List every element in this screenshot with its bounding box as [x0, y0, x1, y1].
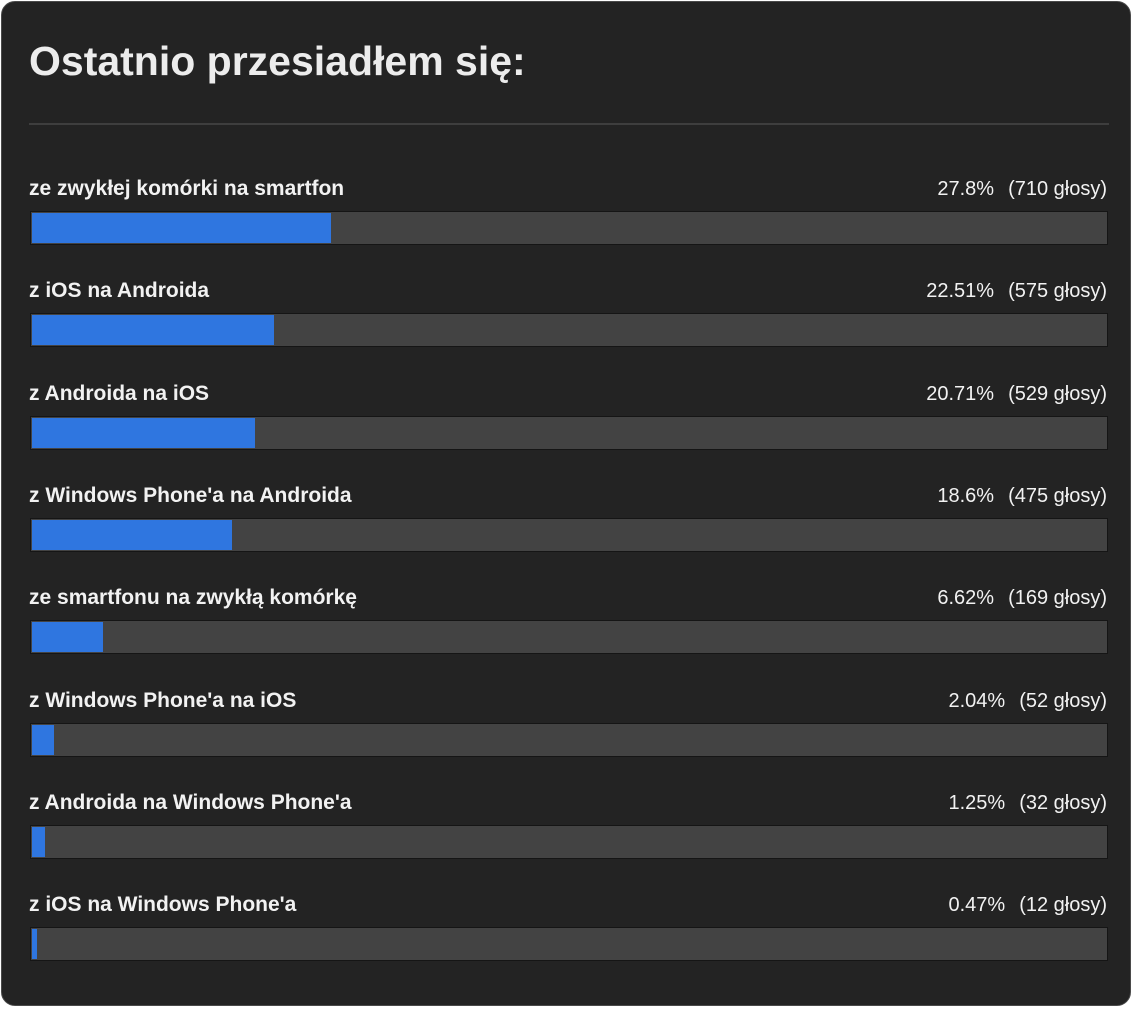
- option-label: z Windows Phone'a na iOS: [29, 688, 297, 712]
- result-text: 1.25% (32 głosy): [948, 792, 1107, 815]
- percent-label: 22.51%: [926, 280, 995, 303]
- bar-track: [30, 415, 1108, 450]
- option-label: z iOS na Windows Phone'a: [29, 893, 297, 917]
- percent-label: 6.62%: [937, 587, 995, 610]
- result-text: 20.71% (529 głosy): [926, 383, 1107, 406]
- result-text: 18.6% (475 głosy): [937, 485, 1107, 508]
- bar-track: [30, 313, 1108, 348]
- poll-title: Ostatnio przesiadłem się:: [29, 38, 526, 84]
- option-label: z iOS na Androida: [29, 279, 210, 303]
- result-text: 2.04% (52 głosy): [948, 690, 1107, 713]
- bar-track: [30, 722, 1108, 757]
- bar-track: [30, 824, 1108, 859]
- bar: [32, 213, 332, 243]
- bar: [32, 724, 54, 755]
- result-text: 6.62% (169 głosy): [937, 587, 1107, 610]
- vote-count: (12 głosy): [1019, 894, 1107, 917]
- vote-count: (575 głosy): [1008, 280, 1107, 303]
- separator: [29, 123, 1109, 125]
- bar-track: [30, 211, 1108, 245]
- percent-label: 18.6%: [937, 484, 995, 507]
- percent-label: 20.71%: [926, 382, 995, 405]
- bar: [32, 315, 275, 346]
- bar: [32, 519, 233, 550]
- option-label: z Androida na Windows Phone'a: [29, 790, 352, 814]
- result-text: 27.8% (710 głosy): [937, 178, 1107, 201]
- vote-count: (475 głosy): [1008, 484, 1107, 507]
- result-text: 22.51% (575 głosy): [926, 280, 1107, 303]
- percent-label: 2.04%: [948, 689, 1006, 712]
- percent-label: 0.47%: [948, 894, 1006, 917]
- bar: [32, 826, 46, 857]
- percent-label: 1.25%: [948, 791, 1006, 814]
- bar: [32, 622, 104, 653]
- vote-count: (52 głosy): [1019, 689, 1107, 712]
- bar: [32, 929, 38, 960]
- vote-count: (710 głosy): [1008, 178, 1107, 200]
- bar: [32, 417, 255, 448]
- percent-label: 27.8%: [937, 178, 995, 200]
- bar-track: [30, 517, 1108, 552]
- option-label: ze zwykłej komórki na smartfon: [29, 177, 345, 200]
- bar-track: [30, 927, 1108, 962]
- option-label: ze smartfonu na zwykłą komórkę: [29, 586, 357, 610]
- vote-count: (32 głosy): [1019, 791, 1107, 814]
- bar-track: [30, 620, 1108, 655]
- result-text: 0.47% (12 głosy): [948, 894, 1107, 917]
- vote-count: (529 głosy): [1008, 382, 1107, 405]
- vote-count: (169 głosy): [1008, 587, 1107, 610]
- option-label: z Androida na iOS: [29, 381, 210, 405]
- option-label: z Windows Phone'a na Androida: [29, 483, 352, 507]
